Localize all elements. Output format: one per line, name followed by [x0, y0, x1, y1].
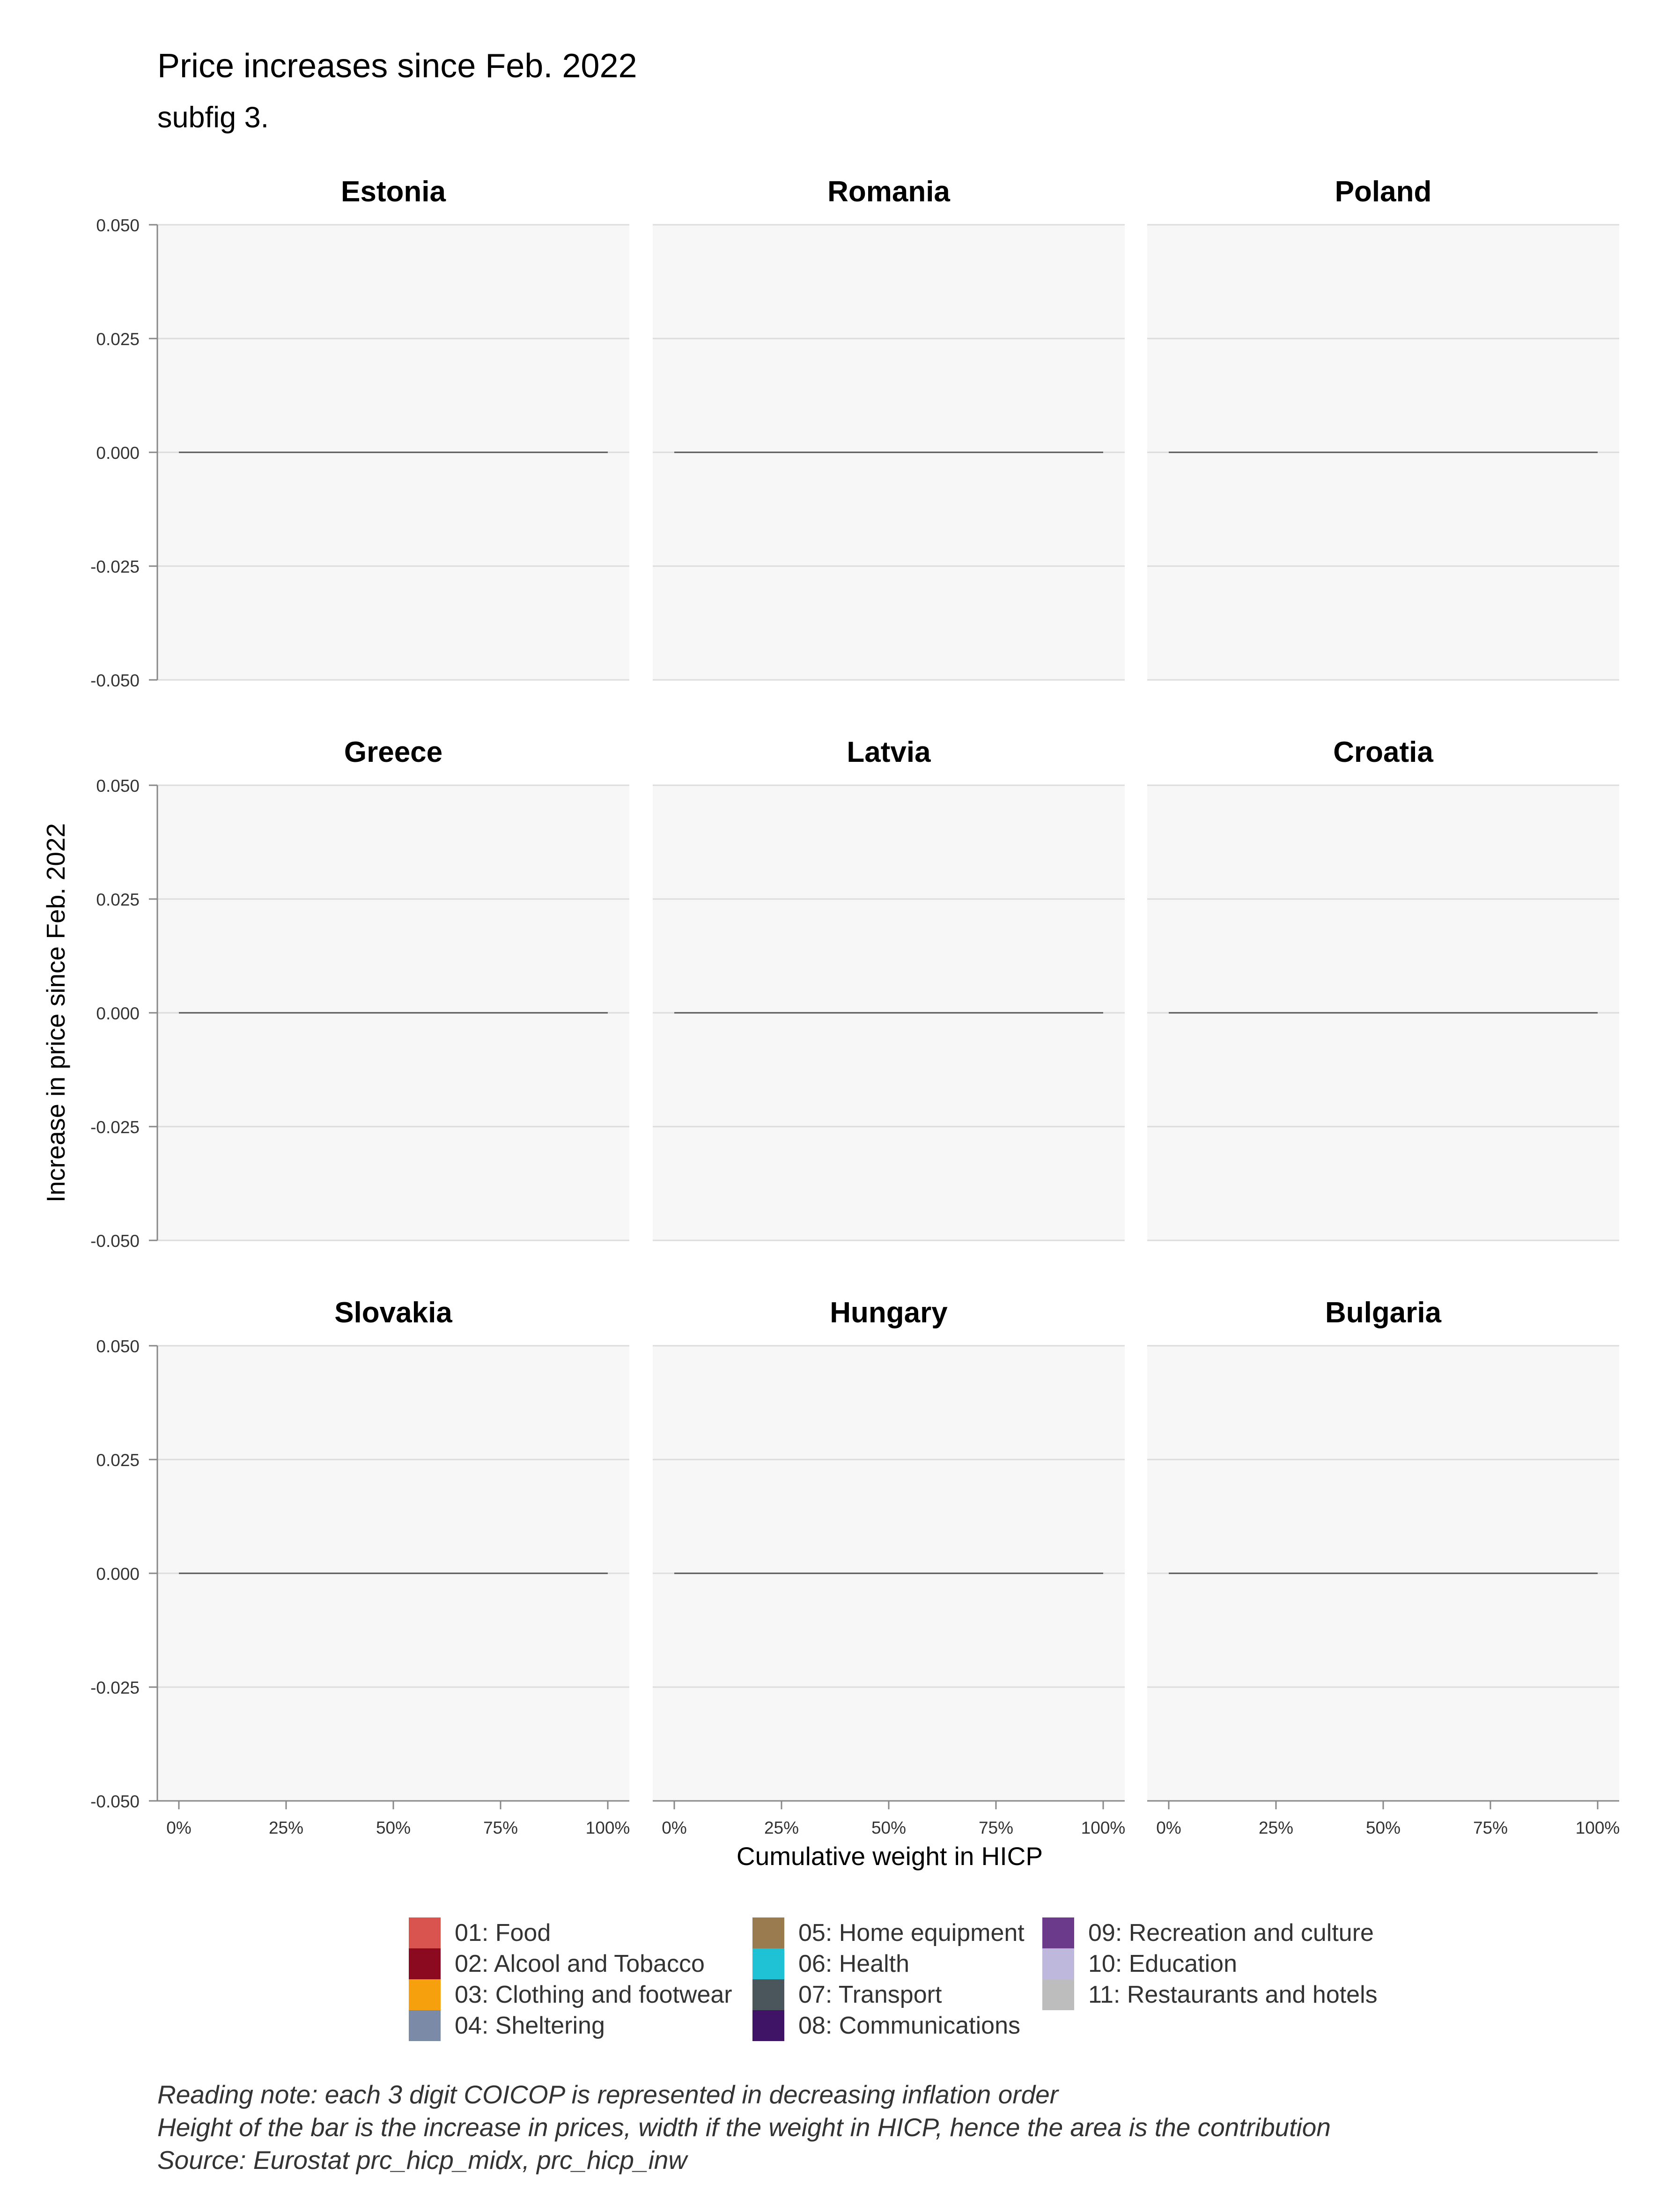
y-tick-label: -0.050 — [90, 1792, 140, 1811]
legend-item: 11: Restaurants and hotels — [1042, 1979, 1378, 2010]
legend-label: 03: Clothing and footwear — [455, 1981, 732, 2008]
legend-item: 03: Clothing and footwear — [409, 1979, 732, 2010]
facet-title: Slovakia — [334, 1297, 452, 1329]
x-tick-label: 25% — [764, 1818, 799, 1837]
y-axis-title: Increase in price since Feb. 2022 — [41, 823, 70, 1202]
legend-label: 05: Home equipment — [798, 1919, 1025, 1947]
y-tick-label: 0.000 — [96, 1004, 140, 1023]
y-tick-label: 0.000 — [96, 443, 140, 463]
legend-swatch — [1042, 1917, 1074, 1948]
legend-item: 02: Alcool and Tobacco — [409, 1948, 705, 1979]
legend-swatch — [752, 1979, 784, 2010]
legend-swatch — [409, 2010, 441, 2041]
legend-label: 02: Alcool and Tobacco — [455, 1950, 705, 1977]
legend-swatch — [1042, 1979, 1074, 2010]
facet-title: Bulgaria — [1325, 1297, 1442, 1329]
y-tick-label: 0.025 — [96, 330, 140, 349]
legend-item: 06: Health — [752, 1948, 909, 1979]
x-tick-label: 75% — [483, 1818, 518, 1837]
chart-title: Price increases since Feb. 2022 — [157, 47, 637, 85]
legend-label: 11: Restaurants and hotels — [1088, 1981, 1378, 2008]
facet-title: Greece — [344, 736, 442, 768]
y-tick-label: 0.050 — [96, 1337, 140, 1356]
legend-item: 10: Education — [1042, 1948, 1237, 1979]
y-tick-label: -0.050 — [90, 671, 140, 690]
x-tick-label: 50% — [871, 1818, 906, 1837]
x-tick-label: 50% — [1366, 1818, 1401, 1837]
x-tick-label: 75% — [979, 1818, 1013, 1837]
x-tick-label: 100% — [1576, 1818, 1620, 1837]
y-tick-label: -0.025 — [90, 557, 140, 576]
reading-notes: Reading note: each 3 digit COICOP is rep… — [157, 2078, 1331, 2176]
legend-item: 05: Home equipment — [752, 1917, 1025, 1948]
y-tick-label: -0.050 — [90, 1231, 140, 1251]
x-tick-label: 0% — [1156, 1818, 1181, 1837]
note-line-2: Height of the bar is the increase in pri… — [157, 2113, 1331, 2142]
x-tick-label: 100% — [1081, 1818, 1126, 1837]
x-tick-label: 0% — [662, 1818, 686, 1837]
x-axis-title: Cumulative weight in HICP — [737, 1842, 1043, 1871]
y-tick-label: 0.050 — [96, 776, 140, 796]
legend-swatch — [1042, 1948, 1074, 1979]
facet-title: Croatia — [1333, 736, 1433, 768]
legend-swatch — [409, 1979, 441, 2010]
x-tick-label: 50% — [376, 1818, 411, 1837]
y-tick-label: 0.025 — [96, 890, 140, 909]
legend-label: 08: Communications — [798, 2012, 1020, 2039]
x-tick-label: 0% — [166, 1818, 191, 1837]
legend-label: 01: Food — [455, 1919, 551, 1947]
y-tick-label: -0.025 — [90, 1118, 140, 1137]
facet-title: Romania — [827, 176, 950, 208]
legend-item: 09: Recreation and culture — [1042, 1917, 1374, 1948]
legend-label: 09: Recreation and culture — [1088, 1919, 1374, 1947]
legend-swatch — [752, 1917, 784, 1948]
legend-label: 06: Health — [798, 1950, 910, 1977]
x-tick-label: 25% — [1259, 1818, 1293, 1837]
note-line-3: Source: Eurostat prc_hicp_midx, prc_hicp… — [157, 2146, 687, 2175]
legend-label: 04: Sheltering — [455, 2012, 605, 2039]
x-tick-label: 100% — [586, 1818, 630, 1837]
legend-label: 10: Education — [1088, 1950, 1238, 1977]
legend-item: 01: Food — [409, 1917, 551, 1948]
legend-swatch — [409, 1948, 441, 1979]
y-tick-label: -0.025 — [90, 1678, 140, 1697]
legend-item: 07: Transport — [752, 1979, 942, 2010]
y-tick-label: 0.050 — [96, 216, 140, 235]
facet-title: Estonia — [341, 176, 446, 208]
legend-label: 07: Transport — [798, 1981, 942, 2008]
facet-title: Poland — [1335, 176, 1432, 208]
legend-swatch — [409, 1917, 441, 1948]
legend-item: 04: Sheltering — [409, 2010, 605, 2041]
legend-swatch — [752, 2010, 784, 2041]
legend-swatch — [752, 1948, 784, 1979]
facet-title: Latvia — [847, 736, 931, 768]
y-tick-label: 0.025 — [96, 1451, 140, 1470]
note-line-1: Reading note: each 3 digit COICOP is rep… — [157, 2080, 1059, 2109]
y-tick-label: 0.000 — [96, 1564, 140, 1584]
chart-subtitle: subfig 3. — [157, 101, 269, 134]
x-tick-label: 75% — [1473, 1818, 1508, 1837]
legend-item: 08: Communications — [752, 2010, 1020, 2041]
facet-title: Hungary — [830, 1297, 948, 1329]
x-tick-label: 25% — [269, 1818, 303, 1837]
